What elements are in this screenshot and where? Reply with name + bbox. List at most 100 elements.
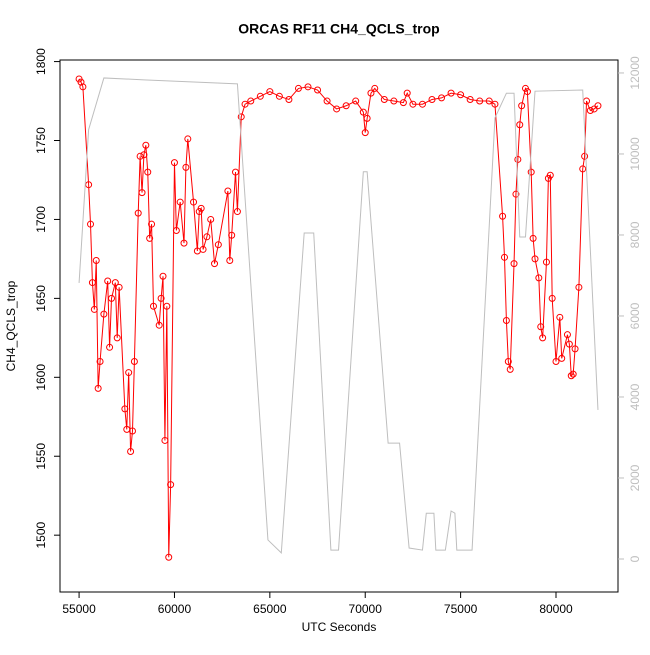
data-point: [121, 405, 129, 413]
y2-tick-label: 10000: [628, 137, 642, 171]
data-point: [516, 121, 524, 129]
data-point: [130, 358, 138, 366]
data-point: [579, 165, 587, 173]
data-point: [176, 198, 184, 206]
data-point: [512, 190, 520, 198]
data-point: [567, 372, 575, 380]
data-point: [144, 168, 152, 176]
data-point: [367, 89, 375, 97]
series-line: [78, 77, 599, 555]
data-point: [247, 97, 255, 105]
y2-tick-label: 6000: [628, 302, 642, 329]
data-point: [113, 334, 121, 342]
data-point: [214, 241, 222, 249]
data-point: [207, 215, 215, 223]
data-point: [499, 212, 507, 220]
data-point: [535, 274, 543, 282]
data-point: [190, 198, 198, 206]
data-point: [87, 220, 95, 228]
data-point: [399, 99, 407, 107]
data-point: [224, 187, 232, 195]
plot-box: [59, 59, 619, 593]
data-point: [447, 89, 455, 97]
data-point: [149, 302, 157, 310]
data-point: [146, 234, 154, 242]
data-point: [159, 272, 167, 280]
data-point: [211, 260, 219, 268]
y2-tick-label: 0: [628, 555, 642, 562]
data-point: [571, 345, 579, 353]
data-point: [88, 279, 96, 287]
y2-tick-label: 12000: [628, 56, 642, 90]
data-point: [403, 89, 411, 97]
data-point: [500, 253, 508, 261]
data-point: [418, 100, 426, 108]
data-point: [108, 294, 116, 302]
data-point: [491, 100, 499, 108]
data-point: [506, 365, 514, 373]
data-point: [140, 151, 148, 159]
data-point: [594, 102, 602, 110]
data-point: [106, 343, 114, 351]
data-point: [359, 108, 367, 116]
data-point: [438, 94, 446, 102]
data-point: [275, 92, 283, 100]
data-point: [352, 97, 360, 105]
y-tick-label: 1750: [34, 127, 48, 154]
data-point: [136, 152, 144, 160]
data-point: [228, 231, 236, 239]
x-tick-label: 75000: [444, 602, 478, 616]
data-point: [363, 114, 371, 122]
data-point: [539, 334, 547, 342]
data-point: [333, 105, 341, 113]
data-point: [155, 321, 163, 329]
data-point: [502, 316, 510, 324]
data-point: [232, 168, 240, 176]
data-point: [165, 553, 173, 561]
data-point: [182, 163, 190, 171]
data-point: [556, 313, 564, 321]
data-point: [558, 354, 566, 362]
data-point: [111, 279, 119, 287]
data-point: [575, 283, 583, 291]
data-point: [94, 384, 102, 392]
data-point: [371, 84, 379, 92]
data-point: [266, 88, 274, 96]
data-point: [96, 358, 104, 366]
data-point: [197, 204, 205, 212]
data-point: [170, 159, 178, 167]
data-point: [180, 239, 188, 247]
y-axis-label: CH4_QCLS_trop: [4, 280, 18, 371]
data-point: [125, 369, 133, 377]
data-point: [552, 358, 560, 366]
x-axis-label: UTC Seconds: [302, 620, 377, 634]
data-point: [134, 209, 142, 217]
data-point: [428, 95, 436, 103]
data-point: [237, 113, 245, 121]
data-point: [485, 97, 493, 105]
data-point: [167, 481, 175, 489]
data-point: [115, 283, 123, 291]
x-tick-label: 65000: [253, 602, 287, 616]
data-point: [581, 152, 589, 160]
data-point: [157, 294, 165, 302]
data-point: [161, 436, 169, 444]
data-point: [285, 95, 293, 103]
data-point: [233, 208, 241, 216]
data-point: [100, 310, 108, 318]
data-point: [172, 226, 180, 234]
data-point: [92, 256, 100, 264]
x-tick-label: 55000: [62, 602, 96, 616]
data-point: [142, 141, 150, 149]
data-point: [127, 448, 135, 456]
data-point: [361, 129, 369, 137]
y2-tick-label: 4000: [628, 383, 642, 410]
data-point: [163, 302, 171, 310]
data-point: [323, 97, 331, 105]
y-tick-label: 1800: [34, 48, 48, 75]
data-point: [504, 358, 512, 366]
data-point: [90, 305, 98, 313]
data-point: [304, 83, 312, 91]
